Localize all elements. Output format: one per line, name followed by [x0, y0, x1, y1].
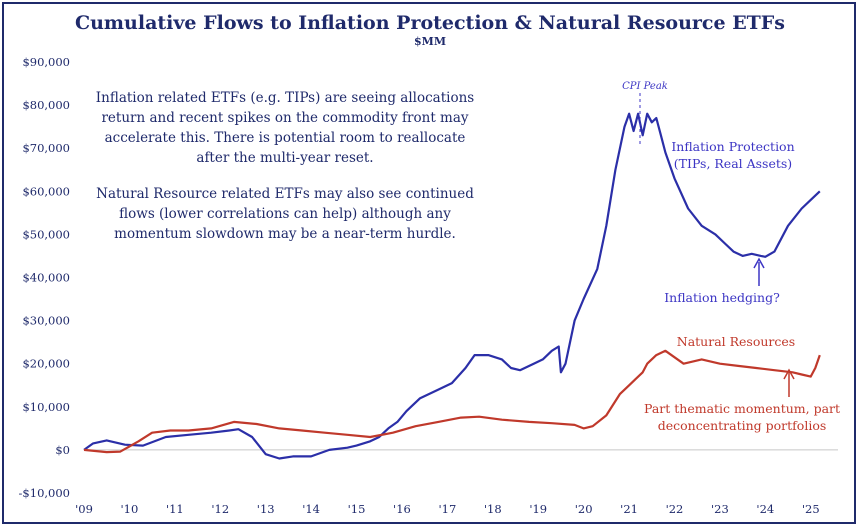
y-tick-label: $20,000 [22, 357, 70, 371]
y-tick-label: -$10,000 [19, 486, 70, 500]
x-tick-label: '11 [166, 502, 184, 516]
note-line: accelerate this. There is potential room… [105, 130, 466, 146]
y-tick-label: $50,000 [22, 227, 70, 241]
y-axis: -$10,000 $0 $10,000 $20,000 $30,000 $40,000 $5… [19, 55, 70, 500]
x-tick-label: '16 [393, 502, 411, 516]
y-tick-label: $70,000 [22, 141, 70, 155]
note-line: return and recent spikes on the commodit… [101, 110, 468, 126]
y-tick-label: $10,000 [22, 400, 70, 414]
x-tick-label: '10 [121, 502, 139, 516]
chart-subtitle: $MM [414, 35, 446, 48]
x-tick-label: '19 [529, 502, 547, 516]
note-line: after the multi-year reset. [196, 150, 373, 166]
x-axis: '09 '10 '11 '12 '13 '14 '15 '16 '17 '18 '19 '20 '21 '… [75, 502, 820, 516]
natural-resources-label: Natural Resources [677, 334, 795, 349]
x-tick-label: '12 [211, 502, 229, 516]
y-tick-label: $0 [55, 443, 70, 457]
note-line: Inflation related ETFs (e.g. TIPs) are s… [96, 90, 474, 106]
x-tick-label: '20 [575, 502, 593, 516]
chart-title: Cumulative Flows to Inflation Protection… [75, 12, 785, 34]
y-tick-label: $40,000 [22, 271, 70, 285]
inflation-series-label: (TIPs, Real Assets) [674, 156, 792, 171]
x-tick-label: '23 [711, 502, 729, 516]
x-tick-label: '09 [75, 502, 93, 516]
x-tick-label: '25 [802, 502, 820, 516]
y-tick-label: $90,000 [22, 55, 70, 69]
x-tick-label: '21 [620, 502, 638, 516]
x-tick-label: '15 [348, 502, 366, 516]
series-line-natural-resources [83, 349, 821, 454]
x-tick-label: '17 [438, 502, 456, 516]
note-line: momentum slowdown may be a near-term hur… [114, 226, 456, 242]
arrow-head-icon [783, 368, 795, 380]
inflation-series-label: Inflation Protection [671, 139, 794, 154]
x-tick-label: '18 [484, 502, 502, 516]
thematic-label: deconcentrating portfolios [658, 418, 827, 433]
y-tick-label: $60,000 [22, 184, 70, 198]
x-tick-label: '22 [666, 502, 684, 516]
y-tick-label: $30,000 [22, 314, 70, 328]
arrow-head-icon [753, 257, 765, 269]
y-tick-label: $80,000 [22, 98, 70, 112]
thematic-label: Part thematic momentum, part [644, 401, 840, 416]
cpi-peak-label: CPI Peak [622, 81, 668, 92]
inflation-hedging-label: Inflation hedging? [664, 290, 780, 305]
x-tick-label: '13 [257, 502, 275, 516]
series-group [83, 112, 821, 460]
series-line-inflation-protection [83, 112, 821, 460]
note-line: Natural Resource related ETFs may also s… [96, 186, 474, 202]
note-line: flows (lower correlations can help) alth… [119, 206, 451, 222]
x-tick-label: '14 [302, 502, 320, 516]
annotation-note: Inflation related ETFs (e.g. TIPs) are s… [96, 90, 474, 242]
x-tick-label: '24 [756, 502, 774, 516]
